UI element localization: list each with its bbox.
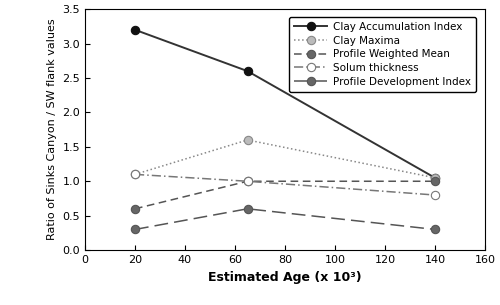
Line: Profile Weighted Mean: Profile Weighted Mean	[131, 177, 439, 213]
Profile Development Index	[244, 207, 250, 211]
X-axis label: Estimated Age (x 10³): Estimated Age (x 10³)	[208, 271, 362, 284]
Profile Development Index	[432, 228, 438, 231]
Line: Clay Maxima: Clay Maxima	[131, 136, 439, 182]
Solum thickness	[244, 179, 250, 183]
Solum thickness	[132, 173, 138, 176]
Legend: Clay Accumulation Index, Clay Maxima, Profile Weighted Mean, Solum thickness, Pr: Clay Accumulation Index, Clay Maxima, Pr…	[289, 17, 476, 92]
Clay Accumulation Index	[432, 176, 438, 180]
Clay Accumulation Index	[244, 69, 250, 73]
Clay Accumulation Index	[132, 28, 138, 32]
Clay Maxima	[244, 138, 250, 142]
Clay Maxima	[132, 173, 138, 176]
Profile Weighted Mean	[132, 207, 138, 211]
Y-axis label: Ratio of Sinks Canyon / SW flank values: Ratio of Sinks Canyon / SW flank values	[47, 19, 57, 240]
Profile Weighted Mean	[244, 179, 250, 183]
Clay Maxima	[432, 176, 438, 180]
Line: Clay Accumulation Index: Clay Accumulation Index	[131, 26, 439, 182]
Solum thickness	[432, 193, 438, 197]
Line: Solum thickness: Solum thickness	[131, 170, 439, 199]
Profile Development Index	[132, 228, 138, 231]
Profile Weighted Mean	[432, 179, 438, 183]
Line: Profile Development Index: Profile Development Index	[131, 205, 439, 234]
